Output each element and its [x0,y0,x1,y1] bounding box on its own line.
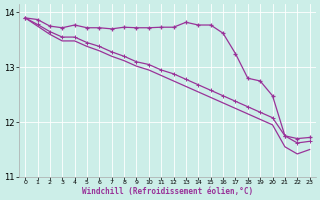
X-axis label: Windchill (Refroidissement éolien,°C): Windchill (Refroidissement éolien,°C) [82,187,253,196]
